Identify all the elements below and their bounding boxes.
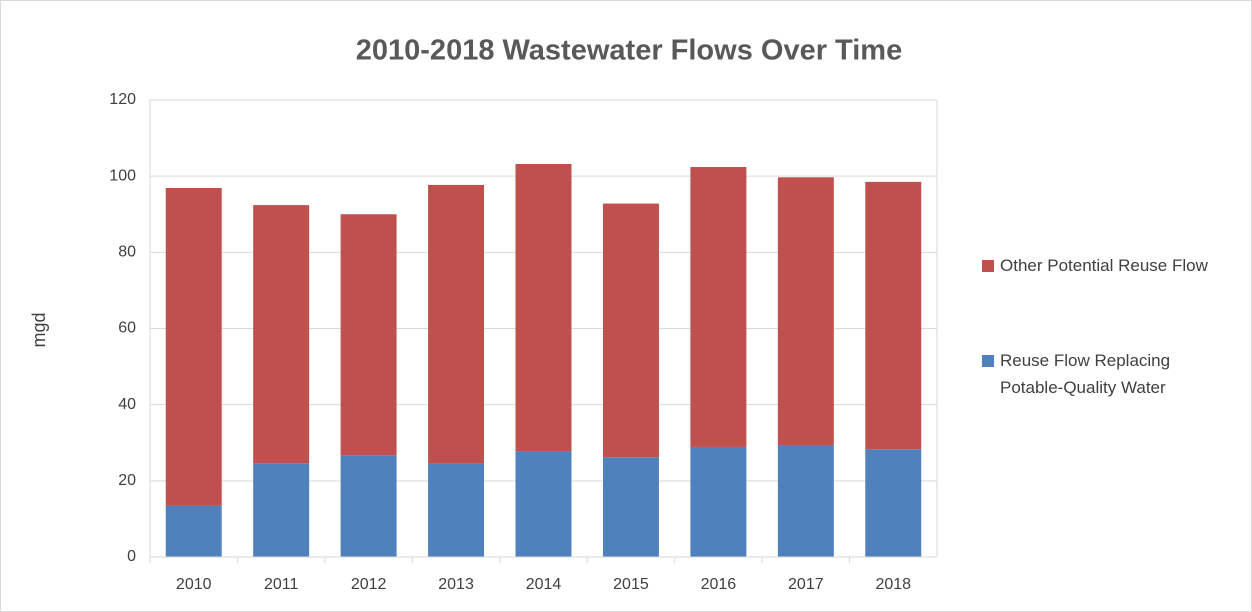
bar-segment xyxy=(515,451,572,557)
bar-segment xyxy=(602,457,659,557)
bar-segment xyxy=(515,163,572,452)
bar-segment xyxy=(340,455,397,557)
bar-segment xyxy=(777,177,834,446)
bar-segment xyxy=(253,463,310,557)
legend-label: Other Potential Reuse Flow xyxy=(1000,256,1208,275)
chart-title: 2010-2018 Wastewater Flows Over Time xyxy=(356,35,902,67)
x-tick-label: 2012 xyxy=(351,576,387,593)
bar-segment xyxy=(602,203,659,458)
y-tick-label: 60 xyxy=(118,320,136,337)
x-tick-label: 2014 xyxy=(526,576,562,593)
y-tick-label: 120 xyxy=(109,91,136,108)
y-tick-label: 0 xyxy=(127,548,136,565)
bar-segment xyxy=(253,205,310,464)
x-tick-label: 2011 xyxy=(264,576,299,593)
bar-segment xyxy=(865,449,922,557)
bar-segment xyxy=(690,446,747,557)
x-tick-label: 2010 xyxy=(176,576,212,593)
bar-segment xyxy=(777,445,834,557)
y-tick-label: 100 xyxy=(109,167,136,184)
bar-segment xyxy=(340,214,397,456)
bar-segment xyxy=(165,505,222,557)
legend-label: Reuse Flow Replacing Potable-Quality Wat… xyxy=(1000,351,1171,397)
y-tick-label: 80 xyxy=(118,244,136,261)
x-tick-label: 2017 xyxy=(788,576,824,593)
y-tick-label: 40 xyxy=(118,396,136,413)
bar-segment xyxy=(165,187,222,506)
legend-item: Reuse Flow Replacing Potable-Quality Wat… xyxy=(982,347,1232,401)
bar-segment xyxy=(865,181,922,450)
legend-swatch xyxy=(982,355,994,367)
x-tick-label: 2013 xyxy=(438,576,474,593)
y-tick-label: 20 xyxy=(118,472,136,489)
x-tick-label: 2015 xyxy=(613,576,649,593)
bar-segment xyxy=(428,463,485,557)
bar-segment xyxy=(428,184,485,464)
x-tick-label: 2018 xyxy=(875,576,911,593)
x-tick-label: 2016 xyxy=(701,576,737,593)
y-axis-label: mgd xyxy=(29,312,49,347)
legend-swatch xyxy=(982,260,994,272)
bar-segment xyxy=(690,167,747,447)
legend-item: Other Potential Reuse Flow xyxy=(982,252,1232,279)
